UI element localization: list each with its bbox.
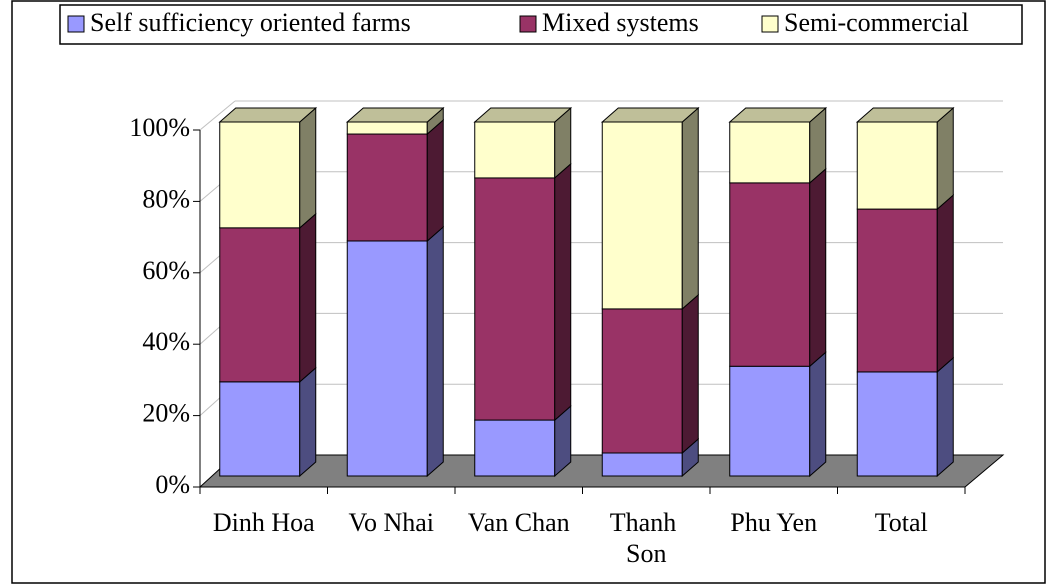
bar-side [299, 212, 317, 383]
y-tick-label: 80% [142, 184, 190, 213]
bar-segment [729, 182, 811, 367]
bar-side [426, 118, 444, 243]
y-tick-label: 0% [155, 470, 190, 499]
y-tick-label: 60% [142, 256, 190, 285]
bar-top [855, 107, 955, 123]
legend-swatch [519, 15, 537, 33]
bar-segment [219, 227, 301, 383]
bar-side [809, 351, 827, 478]
bar-side [681, 293, 699, 455]
bar-segment [219, 121, 301, 229]
bar-segment [729, 121, 811, 184]
x-tick-label: Total [875, 508, 928, 537]
legend-label: Semi-commercial [784, 8, 969, 37]
bar-segment [601, 308, 683, 454]
y-tick-label: 40% [142, 327, 190, 356]
bar-side [299, 366, 317, 478]
bar-side [936, 106, 954, 211]
bar-segment [346, 240, 428, 477]
bar-segment [601, 121, 683, 310]
bar-segment [346, 133, 428, 242]
bar-side [299, 106, 317, 229]
bar-segment [856, 208, 938, 373]
legend-swatch [761, 15, 779, 33]
x-tick-label: Phu Yen [730, 508, 817, 537]
bar-side [936, 193, 954, 374]
legend-swatch [67, 15, 85, 33]
legend-box [59, 4, 1023, 45]
y-tick-label: 20% [142, 399, 190, 428]
bar-side [426, 225, 444, 478]
bar-segment [856, 121, 938, 210]
bar-segment [474, 177, 556, 421]
bar-segment [729, 365, 811, 477]
y-tick-label: 100% [129, 113, 190, 142]
bar-top [218, 107, 318, 123]
grid-line [199, 100, 236, 131]
bar-top [728, 107, 828, 123]
bar-segment [474, 121, 556, 179]
chart-border [11, 0, 1046, 584]
x-tick-label: Van Chan [468, 508, 570, 537]
bar-side [554, 162, 572, 422]
bar-segment [601, 452, 683, 477]
bar-side [936, 356, 954, 478]
bar-top [473, 107, 573, 123]
legend-label: Self sufficiency oriented farms [90, 8, 411, 37]
bar-segment [474, 419, 556, 477]
bar-segment [856, 371, 938, 477]
bar-segment [346, 121, 428, 135]
bar-segment [219, 381, 301, 477]
legend-label: Mixed systems [542, 8, 699, 37]
bar-top [600, 107, 700, 123]
bar-side [681, 106, 699, 311]
bar-top [345, 107, 445, 123]
bar-side [809, 167, 827, 368]
x-tick-label: Vo Nhai [349, 508, 434, 537]
x-tick-label: Thanh Son [610, 508, 683, 568]
x-tick-label: Dinh Hoa [213, 508, 315, 537]
